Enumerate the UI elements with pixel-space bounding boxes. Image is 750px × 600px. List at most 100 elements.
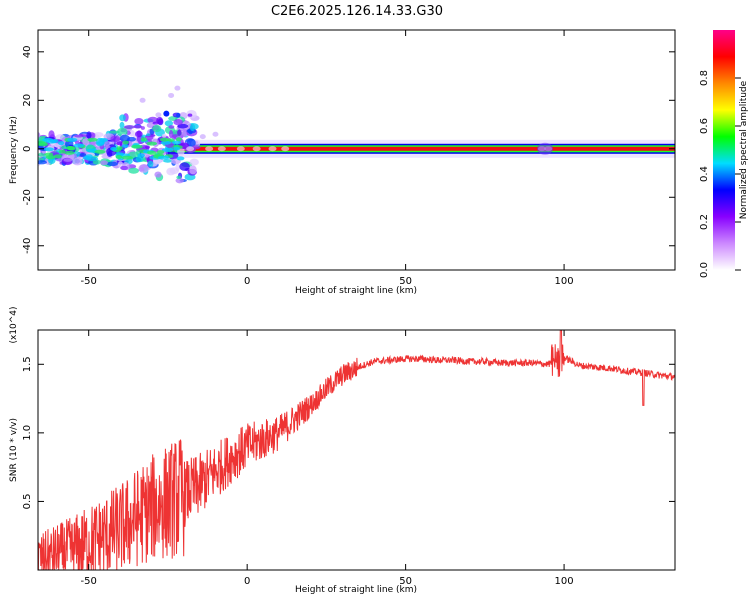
spectral-blob — [187, 113, 193, 117]
snr-xlabel: Height of straight line (km) — [295, 585, 417, 595]
tone-dot — [281, 146, 290, 152]
x-tick-label: 0 — [244, 276, 250, 287]
spectral-blob — [58, 149, 66, 154]
colorbar-tick-label: 0.6 — [699, 118, 710, 134]
colorbar-tick-label: 0.0 — [699, 262, 710, 278]
y-tick-label: 1.5 — [22, 356, 33, 372]
spectral-blob — [173, 119, 183, 126]
spectrogram-frame — [37, 29, 676, 271]
spectral-blob — [134, 117, 144, 125]
colorbar-gradient — [713, 30, 735, 270]
spectral-blob — [86, 131, 92, 139]
spectral-blob — [63, 158, 73, 162]
spectral-blob — [117, 161, 124, 168]
spectral-blob — [51, 139, 59, 144]
spectral-blob — [131, 144, 143, 149]
tone-dot — [236, 146, 245, 152]
spectral-blob — [96, 141, 105, 146]
spectral-blob — [140, 137, 148, 142]
spectral-blob — [147, 160, 154, 168]
spectral-blob — [169, 167, 179, 175]
spectral-blob — [168, 130, 174, 139]
x-tick-label: 100 — [555, 576, 574, 587]
spectrogram-panel: -50 0 50 100 40 20 0 -20 -40 Height of straight … — [9, 29, 676, 296]
snr-ylabel: SNR (10 * v/v) — [9, 418, 19, 482]
spectral-blob — [157, 155, 170, 160]
spectral-blob — [79, 153, 87, 157]
spectral-blob — [116, 146, 123, 151]
tone-blob — [537, 142, 554, 155]
spectral-blob — [74, 134, 84, 138]
spectral-blob — [121, 144, 129, 149]
colorbar-tick-label: 0.4 — [699, 166, 710, 182]
spectral-blob — [175, 137, 182, 142]
colorbar-ticks: 0.0 0.2 0.4 0.6 0.8 — [699, 70, 741, 278]
spectral-blob — [156, 150, 165, 155]
spectral-blob — [160, 140, 172, 145]
x-tick-label: 50 — [399, 276, 412, 287]
spectral-blob — [67, 137, 78, 142]
spectral-blob — [176, 175, 182, 180]
spectral-blob — [171, 140, 182, 145]
spectral-blob — [133, 125, 143, 129]
spectral-blob — [189, 165, 197, 175]
spectral-blob — [123, 125, 135, 130]
spectral-blob — [110, 135, 121, 143]
y-tick-label: 20 — [22, 94, 33, 107]
spectral-blob — [110, 146, 118, 151]
spectral-blob — [179, 162, 190, 171]
spectral-blob — [106, 161, 118, 167]
colorbar: 0.0 0.2 0.4 0.6 0.8 Normalized spectral ampl… — [699, 30, 749, 278]
tone-band-core — [167, 146, 675, 151]
spectral-blob — [164, 120, 174, 127]
colorbar-tick-label: 0.2 — [699, 214, 710, 230]
y-tick-label: 1.0 — [22, 425, 33, 441]
spectral-blob — [57, 141, 65, 146]
spectral-blob — [119, 114, 126, 122]
spectral-blob — [87, 137, 98, 142]
spectral-blob — [152, 124, 162, 133]
snr-line — [38, 330, 675, 570]
snr-frame — [37, 329, 676, 571]
spectral-blob — [119, 121, 125, 129]
spectral-blob — [128, 129, 135, 137]
spectral-blob — [120, 165, 128, 171]
spectral-blob — [176, 112, 181, 118]
snr-axis-ticks: -50 0 50 100 0.5 1.0 1.5 — [22, 330, 675, 587]
spectral-blob — [162, 133, 167, 138]
spectral-blob — [189, 123, 196, 132]
tone-dot — [205, 146, 214, 152]
spectral-blob — [155, 112, 162, 118]
spectrogram-ylabel: Frequency (Hz) — [9, 116, 19, 184]
y-tick-label: 0 — [22, 146, 33, 152]
snr-panel: -50 0 50 100 0.5 1.0 1.5 Height of straight li… — [9, 306, 676, 595]
spectral-blob — [72, 157, 83, 166]
spectrogram-plot-area — [38, 85, 675, 184]
spectral-blob — [175, 177, 184, 184]
spectral-blob — [154, 171, 162, 178]
tone-dot — [217, 146, 226, 152]
spectral-blob — [137, 153, 145, 158]
spectral-blob — [146, 141, 158, 146]
spectral-blob — [82, 155, 92, 160]
spectral-blob — [156, 116, 164, 125]
spectrogram-xlabel: Height of straight line (km) — [295, 286, 417, 296]
spectral-blob — [138, 164, 150, 173]
spectral-blob — [67, 146, 76, 151]
spectral-blob — [146, 133, 151, 137]
spectral-blob — [100, 160, 108, 166]
spectral-blob — [168, 92, 175, 98]
spectral-blob — [139, 97, 146, 103]
spectral-blob — [38, 141, 46, 146]
spectral-blob — [212, 131, 219, 137]
tone-dot — [186, 146, 195, 152]
x-tick-label: -50 — [81, 276, 97, 287]
y-tick-label: -20 — [22, 189, 33, 205]
colorbar-tick-label: 0.8 — [699, 70, 710, 86]
spectral-blob — [99, 138, 109, 143]
spectral-blob — [174, 85, 181, 91]
spectral-blob — [163, 110, 170, 117]
spectral-blob — [169, 146, 181, 151]
spectral-blob — [44, 147, 55, 152]
